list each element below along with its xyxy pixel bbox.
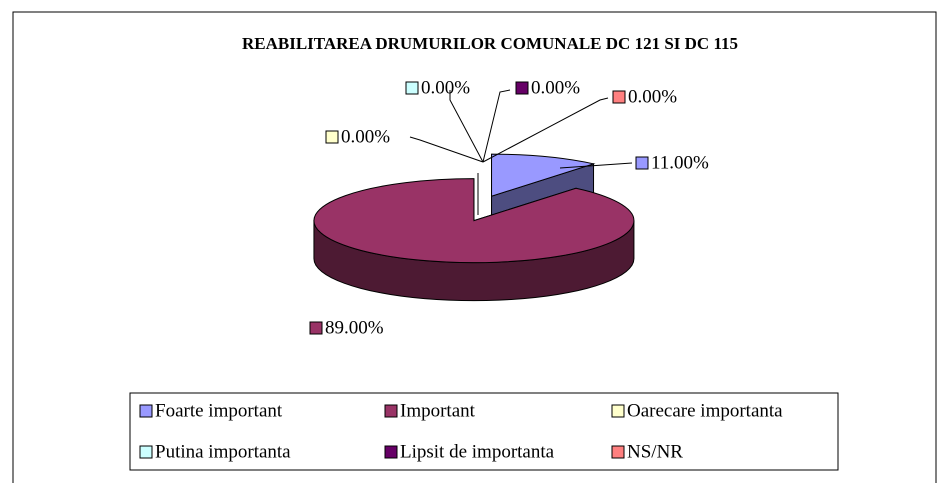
legend-swatch xyxy=(384,404,398,418)
data-label: 0.00% xyxy=(531,77,580,98)
label-swatch xyxy=(635,156,649,170)
data-label: 0.00% xyxy=(421,77,470,98)
leader-line xyxy=(449,90,484,163)
leader-line xyxy=(482,89,511,163)
label-swatch xyxy=(515,81,529,95)
slice xyxy=(313,178,635,264)
leader-line xyxy=(409,136,484,163)
legend-label: Foarte important xyxy=(155,400,283,421)
legend-swatch xyxy=(139,445,153,459)
data-labels: 11.00% 89.00% 0.00% 0.00% 0.00% 0.00% xyxy=(309,77,709,338)
legend-swatch xyxy=(384,445,398,459)
data-label: 0.00% xyxy=(341,126,390,147)
label-swatch xyxy=(612,90,626,104)
data-label: 0.00% xyxy=(628,86,677,107)
label-swatch xyxy=(405,81,419,95)
data-label: 11.00% xyxy=(651,152,709,173)
legend-swatch xyxy=(611,404,625,418)
label-swatch xyxy=(309,321,323,335)
legend-label: Oarecare importanta xyxy=(627,400,783,421)
label-swatch xyxy=(325,130,339,144)
leader-line xyxy=(482,97,609,163)
data-label: 89.00% xyxy=(325,317,384,338)
leader-line xyxy=(559,162,633,169)
legend-box xyxy=(129,392,839,471)
legend-swatch xyxy=(139,404,153,418)
legend-label: NS/NR xyxy=(627,441,683,462)
legend-label: Putina importanta xyxy=(155,441,291,462)
legend-label: Important xyxy=(400,400,476,421)
pie xyxy=(313,153,635,302)
legend-swatch xyxy=(611,445,625,459)
legend: Foarte important Important Oarecare import… xyxy=(139,400,783,462)
legend-label: Lipsit de importanta xyxy=(400,441,555,462)
chart-title: REABILITAREA DRUMURILOR COMUNALE DC 121 … xyxy=(242,34,738,53)
